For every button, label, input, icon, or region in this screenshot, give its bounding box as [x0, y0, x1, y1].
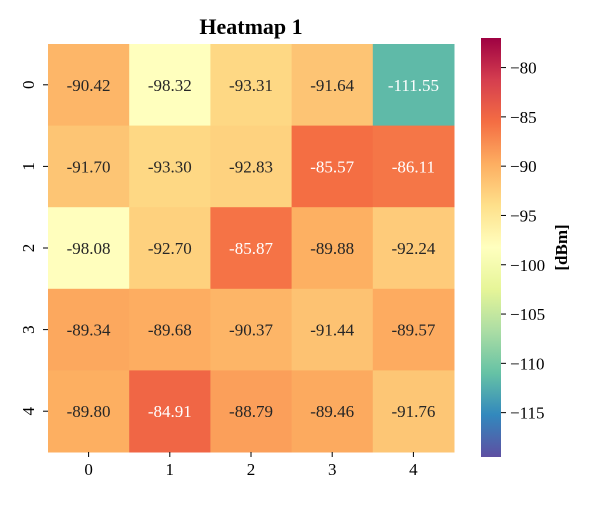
cell-value-label-r2-c1: -92.70 — [148, 239, 192, 258]
heatmap-cell-r0-c4 — [372, 44, 455, 127]
colorbar-tick-label-5: −105 — [510, 305, 545, 324]
cell-value-label-r0-c0: -90.42 — [67, 76, 111, 95]
cell-value-label-r4-c1: -84.91 — [148, 402, 192, 421]
cell-value-label-r4-c4: -91.76 — [391, 402, 435, 421]
cell-value-label-r3-c0: -89.34 — [67, 321, 111, 340]
cell-value-label-r2-c2: -85.87 — [229, 239, 273, 258]
cell-value-label-r1-c3: -85.57 — [310, 157, 354, 176]
heatmap-cell-r4-c0 — [48, 370, 130, 453]
heatmap-cell-r2-c4 — [372, 207, 455, 290]
x-tick-label-1: 1 — [166, 460, 175, 479]
cell-value-label-r0-c3: -91.64 — [310, 76, 354, 95]
heatmap-cell-r2-c0 — [48, 207, 130, 290]
x-tick-label-0: 0 — [84, 460, 93, 479]
colorbar-tick-label-6: −110 — [510, 354, 544, 373]
heatmap-cell-r3-c3 — [291, 288, 374, 371]
cell-value-label-r4-c3: -89.46 — [310, 402, 354, 421]
heatmap-cell-r0-c2 — [210, 44, 293, 127]
cell-value-label-r0-c1: -98.32 — [148, 76, 192, 95]
chart-title: Heatmap 1 — [199, 14, 303, 39]
colorbar-tick-label-1: −85 — [510, 108, 537, 127]
heatmap-cell-r3-c4 — [372, 288, 455, 371]
heatmap-cell-r4-c1 — [129, 370, 211, 453]
heatmap-cell-r1-c2 — [210, 125, 293, 208]
cell-value-label-r2-c3: -89.88 — [310, 239, 354, 258]
cell-value-label-r2-c4: -92.24 — [391, 239, 435, 258]
heatmap-cell-r4-c3 — [291, 370, 374, 453]
cell-value-label-r0-c4: -111.55 — [388, 76, 439, 95]
heatmap-cell-r4-c4 — [372, 370, 455, 453]
cell-value-label-r4-c2: -88.79 — [229, 402, 273, 421]
y-tick-label-3: 3 — [19, 325, 38, 334]
heatmap-cell-r3-c0 — [48, 288, 130, 371]
cell-value-label-r1-c1: -93.30 — [148, 157, 192, 176]
x-axis: 0 1 2 3 4 — [84, 452, 418, 479]
heatmap-cell-r0-c1 — [129, 44, 211, 127]
heatmap-cell-r1-c3 — [291, 125, 374, 208]
colorbar-tick-label-2: −90 — [510, 157, 537, 176]
cell-value-label-r2-c0: -98.08 — [67, 239, 111, 258]
cell-value-label-r1-c2: -92.83 — [229, 157, 273, 176]
y-tick-label-2: 2 — [19, 244, 38, 253]
y-axis: 0 1 2 3 4 — [19, 81, 48, 415]
colorbar-label: [dBm] — [552, 224, 571, 270]
heatmap-cell-r2-c3 — [291, 207, 374, 290]
heatmap-cell-r3-c2 — [210, 288, 293, 371]
colorbar-tick-label-3: −95 — [510, 206, 537, 225]
heatmap-cell-r1-c4 — [372, 125, 455, 208]
y-tick-label-0: 0 — [19, 81, 38, 90]
cell-value-label-r3-c1: -89.68 — [148, 321, 192, 340]
x-tick-label-2: 2 — [247, 460, 256, 479]
cell-value-label-r4-c0: -89.80 — [67, 402, 111, 421]
cell-value-label-r3-c3: -91.44 — [310, 321, 354, 340]
colorbar-tick-label-4: −100 — [510, 256, 545, 275]
colorbar-tick-label-7: −115 — [510, 404, 544, 423]
heatmap-cell-r1-c0 — [48, 125, 130, 208]
colorbar: −80 −85 −90 −95 −100 −105 −110 −115 [dBm] — [481, 38, 571, 457]
x-tick-label-3: 3 — [328, 460, 337, 479]
colorbar-gradient — [481, 38, 501, 457]
y-tick-label-1: 1 — [19, 162, 38, 171]
heatmap-cells — [48, 44, 455, 453]
x-tick-label-4: 4 — [409, 460, 418, 479]
heatmap-cell-labels: -90.42 -98.32 -93.31 -91.64 -111.55 -91.70 -93… — [67, 76, 439, 421]
cell-value-label-r0-c2: -93.31 — [229, 76, 273, 95]
cell-value-label-r3-c2: -90.37 — [229, 321, 273, 340]
cell-value-label-r1-c4: -86.11 — [392, 157, 435, 176]
heatmap-cell-r2-c2 — [210, 207, 293, 290]
heatmap-cell-r1-c1 — [129, 125, 211, 208]
heatmap-cell-r3-c1 — [129, 288, 211, 371]
heatmap-cell-r4-c2 — [210, 370, 293, 453]
cell-value-label-r3-c4: -89.57 — [391, 321, 435, 340]
heatmap-cell-r0-c3 — [291, 44, 374, 127]
cell-value-label-r1-c0: -91.70 — [67, 157, 111, 176]
heatmap-cell-r2-c1 — [129, 207, 211, 290]
colorbar-tick-label-0: −80 — [510, 59, 537, 78]
y-tick-label-4: 4 — [19, 406, 38, 415]
heatmap-cell-r0-c0 — [48, 44, 130, 127]
